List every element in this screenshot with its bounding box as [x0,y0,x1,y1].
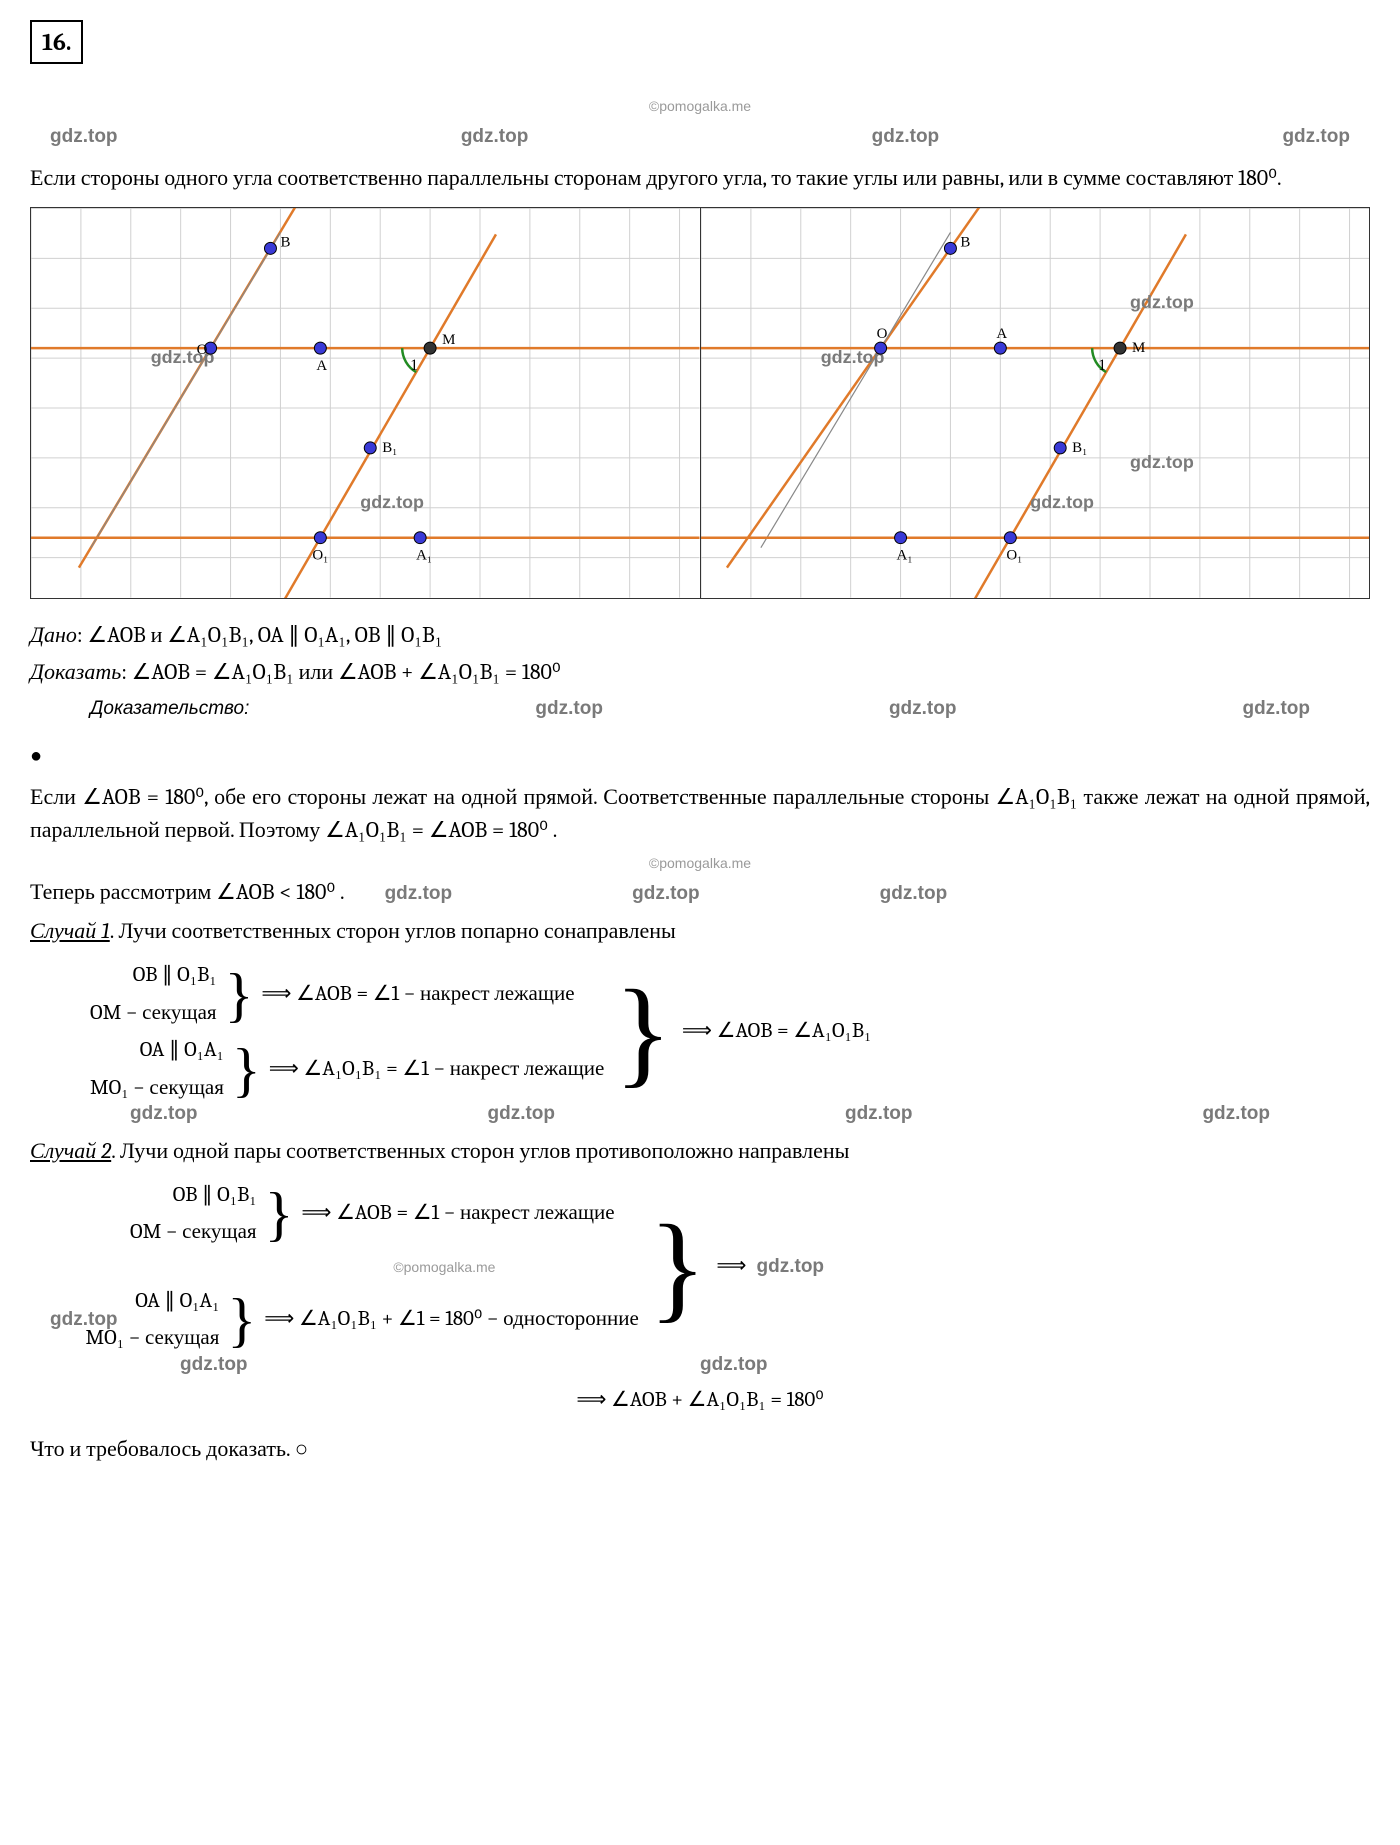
svg-text:M: M [442,332,455,348]
c2-l3: OA ∥ O₁A₁ [135,1286,219,1318]
svg-text:1: 1 [410,357,418,374]
svg-text:1: 1 [1098,357,1106,374]
svg-text:O: O [197,342,208,358]
c1-final: ⟹ ∠AOB = ∠A₁O₁B₁ [682,1016,871,1048]
diagram-left: 1gdz.topgdz.topOABMB₁O₁A₁ [31,208,701,598]
wm-gdz: gdz.top [889,695,957,724]
diagrams-container: 1 gdz.top gdz.top O A B M B₁ O₁ A₁ 1 gdz.top gdz.to… [30,207,1370,599]
theorem-statement: Если стороны одного угла соответственно … [30,162,1370,195]
svg-text:gdz.top: gdz.top [1130,292,1194,312]
svg-text:B: B [960,234,970,250]
case2-text: . Лучи одной пары соответственных сторон… [111,1138,849,1164]
svg-text:A₁: A₁ [416,547,432,563]
wm-gdz: gdz.top [845,1100,913,1129]
brace-icon: } [265,1196,294,1232]
case1-label: Случай 1 [30,918,110,944]
given-prove: Доказать: ∠AOB = ∠A₁O₁B₁ или ∠AOB + ∠A₁O… [30,656,1370,689]
c1-l3: OA ∥ O₁A₁ [140,1035,224,1067]
wm-gdz: gdz.top [535,695,603,724]
wm-gdz: gdz.top [1282,123,1350,152]
watermark-pomo-3: ©pomogalka.me [250,1257,639,1278]
wm-gdz: gdz.top [461,123,529,152]
wm-gdz: gdz.top [130,1100,198,1129]
case2-inner: OB ∥ O₁B₁ OM − секущая } ⟹ ∠AOB = ∠1 − н… [130,1180,639,1355]
watermark-pomo-2: ©pomogalka.me [30,853,1370,874]
diagram-right-svg: 1gdz.topgdz.topgdz.topgdz.topOABMB₁O₁A₁ [701,208,1370,598]
svg-text:B₁: B₁ [1072,439,1087,455]
dano-content: ∠AOB и ∠A₁O₁B₁, OA ∥ O₁A₁, OB ∥ O₁B₁ [87,622,442,648]
case1-line: Случай 1. Лучи соответственных сторон уг… [30,915,1370,948]
c2-r2: ⟹ ∠A₁O₁B₁ + ∠1 = 180⁰ − односторонние [264,1304,639,1336]
wm-gdz: gdz.top [487,1100,555,1129]
prove-content: ∠AOB = ∠A₁O₁B₁ или ∠AOB + ∠A₁O₁B₁ = 180⁰ [132,659,561,685]
svg-text:gdz.top: gdz.top [1130,451,1194,471]
wm-gdz: gdz.top [757,1253,825,1282]
c2-arrow: ⟹ [716,1251,746,1283]
c2-l1: OB ∥ O₁B₁ [173,1180,257,1212]
proof-label: Доказательство: [90,695,249,724]
c1-l1: OB ∥ O₁B₁ [133,960,217,992]
svg-text:B₁: B₁ [382,439,397,455]
dano-label: Дано [30,622,77,648]
c1-r2: ⟹ ∠A₁O₁B₁ = ∠1 − накрест лежащие [269,1054,605,1086]
qed: Что и требовалось доказать. ○ [30,1433,1370,1466]
watermark-row-3: gdz.top gdz.top gdz.top gdz.top [30,1100,1370,1129]
case2-label: Случай 2 [30,1138,111,1164]
c2-r1: ⟹ ∠AOB = ∠1 − накрест лежащие [301,1198,614,1230]
c2-final: ⟹ ∠AOB + ∠A₁O₁B₁ = 180⁰ [30,1385,1370,1417]
diagram-right: 1gdz.topgdz.topgdz.topgdz.topOABMB₁O₁A₁ [701,208,1370,598]
proof-p1a: Если ∠AOB = 180⁰, обе его стороны лежат … [30,781,1370,847]
wm-gdz: gdz.top [180,1351,248,1380]
watermark-row-4: gdz.top gdz.top [30,1351,1370,1380]
proof-p1b-row: Теперь рассмотрим ∠AOB < 180⁰ . gdz.top … [30,876,1370,909]
wm-gdz: gdz.top [632,880,700,909]
case1-text: . Лучи соответственных сторон углов попа… [110,918,676,944]
brace-icon: } [232,1052,261,1088]
svg-text:O: O [876,326,887,342]
wm-gdz: gdz.top [385,880,453,909]
bullet: ● [30,741,1370,771]
diagram-left-svg: 1gdz.topgdz.topOABMB₁O₁A₁ [31,208,700,598]
case1-math: OB ∥ O₁B₁ OM − секущая } ⟹ ∠AOB = ∠1 − н… [90,960,1370,1104]
svg-text:A₁: A₁ [896,547,912,563]
watermark-pomo: ©pomogalka.me [30,96,1370,117]
wm-gdz: gdz.top [872,123,940,152]
wm-gdz: gdz.top [1242,695,1310,724]
brace-big-icon: } [649,1234,707,1300]
wm-gdz: gdz.top [880,880,948,909]
wm-gdz: gdz.top [1202,1100,1270,1129]
c1-l2: OM − секущая [90,998,217,1030]
given-dano: Дано: ∠AOB и ∠A₁O₁B₁, OA ∥ O₁A₁, OB ∥ O₁… [30,619,1370,652]
wm-gdz: gdz.top [700,1351,768,1380]
brace-icon: } [227,1302,256,1338]
wm-gdz: gdz.top [50,123,118,152]
given-block: Дано: ∠AOB и ∠A₁O₁B₁, OA ∥ O₁A₁, OB ∥ O₁… [30,619,1370,724]
c2-l2: OM − секущая [130,1217,257,1249]
case2-math: OB ∥ O₁B₁ OM − секущая } ⟹ ∠AOB = ∠1 − н… [130,1180,1370,1355]
svg-text:A: A [996,326,1007,342]
problem-number: 16. [30,20,83,64]
svg-text:gdz.top: gdz.top [360,491,424,511]
svg-text:gdz.top: gdz.top [1030,491,1094,511]
case1-inner: OB ∥ O₁B₁ OM − секущая } ⟹ ∠AOB = ∠1 − н… [90,960,604,1104]
brace-big-icon: } [614,999,672,1065]
case2-line: Случай 2. Лучи одной пары соответственны… [30,1135,1370,1168]
svg-text:O₁: O₁ [1006,547,1022,563]
watermark-row-1: gdz.top gdz.top gdz.top gdz.top [30,123,1370,152]
proof-p1b: Теперь рассмотрим ∠AOB < 180⁰ . [30,876,345,909]
prove-label: Доказать [30,659,121,685]
svg-text:M: M [1132,340,1145,356]
c1-r1: ⟹ ∠AOB = ∠1 − накрест лежащие [261,979,574,1011]
svg-text:O₁: O₁ [312,547,328,563]
svg-text:B: B [280,234,290,250]
brace-icon: } [225,977,254,1013]
svg-text:A: A [316,358,327,374]
watermark-row-2: Доказательство: gdz.top gdz.top gdz.top [30,695,1370,724]
